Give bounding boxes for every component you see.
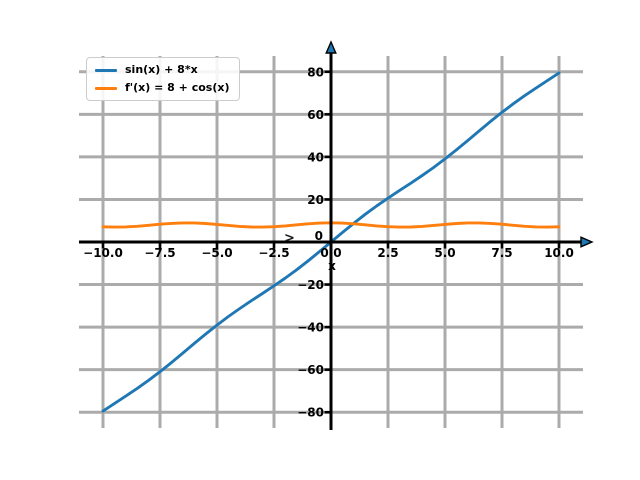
legend-label: sin(x) + 8*x <box>125 63 198 76</box>
x-tick-label: 2.5 <box>377 246 398 260</box>
x-tick-label: −10.0 <box>83 246 123 260</box>
x-tick-label: 5.0 <box>434 246 455 260</box>
y-axis-arrow-icon <box>325 40 337 54</box>
y-tick-label: 80 <box>307 65 324 79</box>
x-tick-label: −7.5 <box>144 246 175 260</box>
x-tick-label: 0.0 <box>320 246 341 260</box>
legend-item: f'(x) = 8 + cos(x) <box>95 82 229 94</box>
x-tick-label: −5.0 <box>201 246 232 260</box>
legend-label: f'(x) = 8 + cos(x) <box>125 81 230 94</box>
legend: sin(x) + 8*x f'(x) = 8 + cos(x) <box>86 57 241 101</box>
legend-item: sin(x) + 8*x <box>95 64 229 76</box>
y-tick-label: 60 <box>307 108 324 122</box>
legend-line-swatch-orange <box>95 86 117 90</box>
x-tick-label: −2.5 <box>258 246 289 260</box>
y-tick-label: 20 <box>307 193 324 207</box>
stray-arrow-marker: > <box>284 231 295 246</box>
x-tick-label: 10.0 <box>544 246 574 260</box>
y-tick-label: −40 <box>297 321 324 335</box>
x-tick-label: 7.5 <box>491 246 512 260</box>
y-tick-label: −20 <box>297 278 324 292</box>
x-axis-arrow-icon <box>580 236 594 248</box>
y-tick-label: −80 <box>297 406 324 420</box>
x-axis-label: x <box>328 259 336 273</box>
y-tick-label-zero: 0 <box>315 229 323 243</box>
y-tick-label: 40 <box>307 150 324 164</box>
legend-line-swatch-blue <box>95 68 117 72</box>
y-tick-label: −60 <box>297 363 324 377</box>
